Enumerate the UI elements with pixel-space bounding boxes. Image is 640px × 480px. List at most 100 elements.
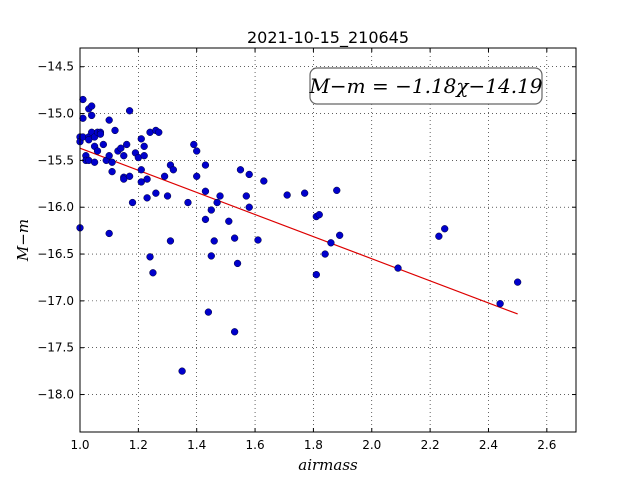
data-point	[201, 187, 210, 195]
data-point	[169, 166, 178, 174]
chart-title: 2021-10-15_210645	[247, 28, 409, 48]
data-point	[140, 152, 148, 160]
data-point	[216, 192, 224, 200]
data-point	[254, 236, 262, 244]
data-point	[225, 217, 233, 225]
data-point	[230, 328, 239, 336]
y-tick-label: −17.5	[37, 341, 74, 355]
y-tick-label: −15.5	[37, 153, 74, 167]
data-point	[336, 231, 344, 239]
data-point	[160, 172, 169, 180]
data-point	[312, 271, 320, 279]
data-point	[152, 189, 160, 197]
data-point	[125, 172, 134, 180]
fit-line-layer	[79, 147, 518, 315]
data-point	[301, 189, 309, 197]
data-point	[96, 130, 105, 138]
data-point	[236, 166, 245, 174]
data-point	[245, 203, 253, 211]
data-point	[128, 198, 137, 207]
y-tick-label: −15.0	[37, 107, 74, 121]
data-point	[242, 192, 250, 200]
data-point	[283, 191, 291, 199]
data-point	[120, 175, 128, 183]
data-point	[201, 215, 210, 224]
y-tick-label: −16.5	[37, 247, 74, 261]
x-tick-label: 1.0	[70, 438, 89, 452]
data-point	[105, 152, 113, 160]
x-tick-label: 1.6	[246, 438, 265, 452]
x-tick-label: 1.4	[187, 438, 206, 452]
data-point	[88, 102, 96, 110]
fit-line	[79, 147, 518, 315]
y-axis-label: M−m	[14, 219, 32, 262]
data-point	[90, 158, 99, 166]
data-point	[88, 111, 96, 120]
data-point	[140, 142, 148, 150]
data-point	[233, 259, 242, 268]
data-point	[230, 234, 239, 242]
data-point	[149, 269, 157, 277]
data-point	[143, 175, 151, 183]
data-point	[111, 126, 119, 135]
plot-frame	[79, 47, 577, 433]
data-point	[513, 278, 522, 286]
data-point	[123, 140, 131, 149]
data-point	[163, 192, 172, 200]
data-point	[327, 239, 335, 247]
data-point	[193, 172, 201, 180]
data-point	[201, 161, 210, 169]
data-point	[245, 170, 253, 179]
data-point	[496, 300, 504, 308]
data-point	[125, 107, 134, 115]
data-point	[120, 152, 128, 160]
data-point	[137, 135, 145, 143]
x-tick-label: 2.0	[362, 438, 381, 452]
y-tick-label: −17.0	[37, 294, 74, 308]
data-point	[79, 114, 87, 122]
data-point	[85, 136, 93, 144]
x-tick-label: 2.2	[421, 438, 440, 452]
data-point	[204, 308, 213, 316]
y-tick-label: −16.0	[37, 200, 74, 214]
data-point	[178, 367, 186, 375]
data-point	[190, 140, 198, 149]
y-tick-label: −18.0	[37, 388, 74, 402]
x-tick-label: 1.8	[304, 438, 323, 452]
data-point	[315, 211, 323, 219]
axis-ticks: 1.0 1.2 1.4 1.6 1.8 2.0 2.2 2.4 2.6 −14.5 −15.0 −15…	[37, 48, 576, 452]
data-point	[193, 147, 201, 155]
data-point	[108, 167, 116, 176]
data-point	[137, 166, 145, 174]
data-point	[117, 144, 125, 152]
data-point	[93, 147, 102, 155]
x-tick-label: 2.6	[537, 438, 556, 452]
y-tick-label: −14.5	[37, 60, 74, 74]
x-tick-label: 1.2	[129, 438, 148, 452]
data-point	[210, 237, 218, 245]
data-point	[207, 252, 215, 260]
annotation-box: M−m = −1.18χ−14.19	[308, 67, 543, 105]
data-point	[79, 95, 87, 104]
data-point	[105, 229, 113, 238]
data-point	[207, 206, 215, 214]
data-point	[146, 253, 154, 261]
data-point	[166, 237, 175, 245]
data-point	[105, 116, 113, 124]
annotation-frame	[309, 67, 543, 105]
data-point	[435, 232, 443, 240]
fit-equation: M−m = −1.18χ−14.19	[308, 74, 542, 98]
x-axis-label: airmass	[298, 456, 358, 474]
data-point	[155, 128, 163, 136]
data-point	[260, 177, 268, 185]
data-point	[137, 178, 145, 186]
data-point	[213, 198, 221, 207]
data-point	[143, 194, 151, 202]
x-tick-label: 2.4	[479, 438, 498, 452]
data-points	[76, 95, 522, 375]
data-point	[99, 140, 107, 149]
data-point	[394, 264, 402, 272]
data-point	[184, 198, 192, 207]
data-point	[321, 250, 329, 258]
